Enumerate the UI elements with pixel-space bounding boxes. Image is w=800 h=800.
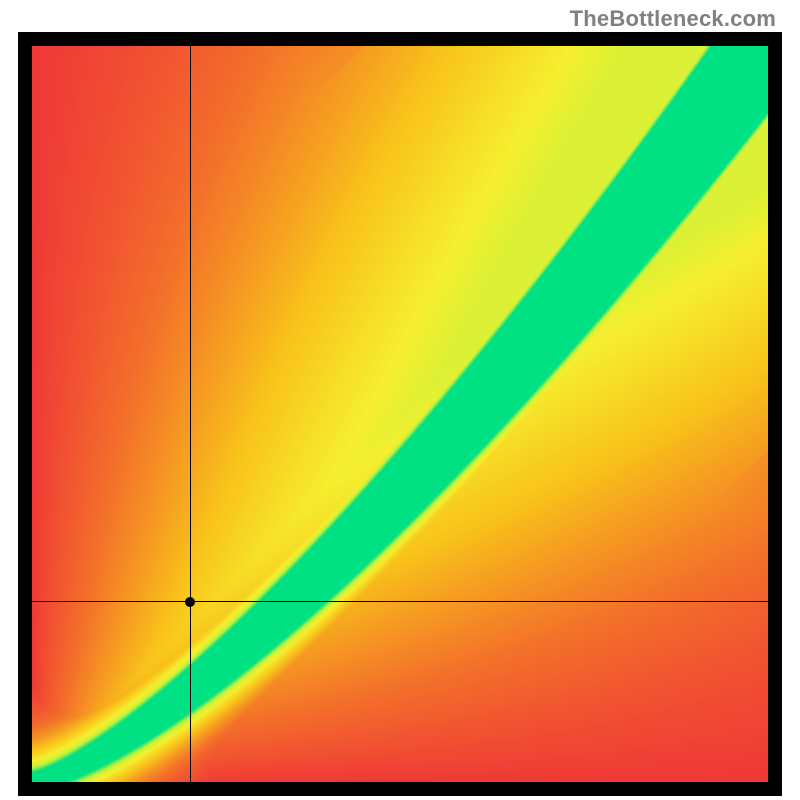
data-point-marker: [185, 597, 195, 607]
heatmap-canvas: [32, 46, 768, 782]
watermark-text: TheBottleneck.com: [570, 6, 776, 32]
chart-container: TheBottleneck.com: [0, 0, 800, 800]
crosshair-horizontal: [32, 601, 768, 602]
crosshair-vertical: [190, 46, 191, 782]
